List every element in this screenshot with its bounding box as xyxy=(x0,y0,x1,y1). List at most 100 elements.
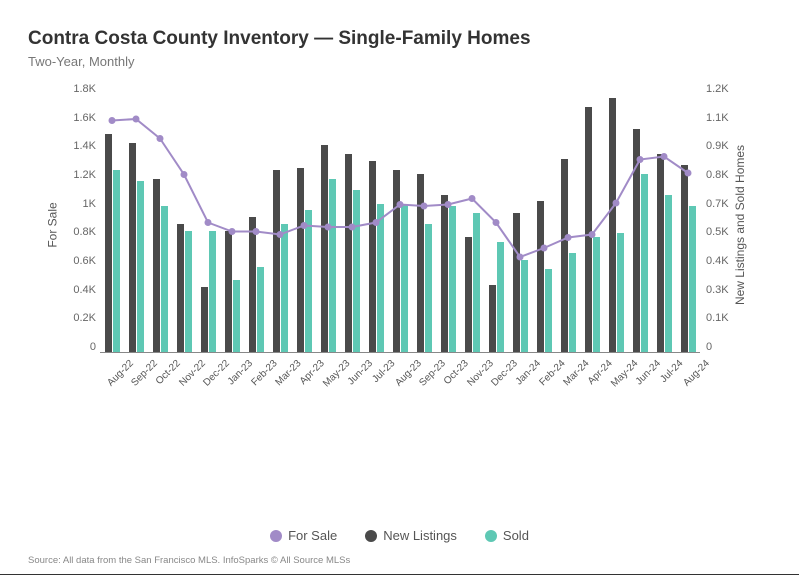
bar-group: Aug-22 xyxy=(100,134,124,352)
bar-group: Sep-23 xyxy=(412,174,436,352)
bar-group: Sep-22 xyxy=(124,143,148,352)
bar-new-listings xyxy=(585,107,592,352)
x-axis-label: Mar-24 xyxy=(561,358,591,388)
plot-area: Aug-22Sep-22Oct-22Nov-22Dec-22Jan-23Feb-… xyxy=(100,83,700,353)
bar-sold xyxy=(689,206,696,352)
bar-sold xyxy=(569,253,576,352)
bar-new-listings xyxy=(177,224,184,352)
bar-new-listings xyxy=(633,129,640,352)
bar-group: Aug-24 xyxy=(676,165,700,352)
bar-sold xyxy=(185,231,192,353)
bar-group: Apr-24 xyxy=(580,107,604,352)
bar-new-listings xyxy=(273,170,280,352)
bar-new-listings xyxy=(537,201,544,352)
new-listings-swatch xyxy=(365,530,377,542)
bar-group: Jun-24 xyxy=(628,129,652,352)
x-axis-label: Jan-24 xyxy=(514,358,543,387)
bar-group: Dec-22 xyxy=(196,231,220,353)
bar-sold xyxy=(353,190,360,352)
bar-group: Jan-23 xyxy=(220,231,244,353)
chart-card: Contra Costa County Inventory — Single-F… xyxy=(0,0,799,575)
x-axis-label: Sep-23 xyxy=(417,358,448,389)
bar-sold xyxy=(425,224,432,352)
bar-sold xyxy=(545,269,552,352)
x-axis-label: Mar-23 xyxy=(273,358,303,388)
bar-group: Jul-24 xyxy=(652,154,676,352)
bar-group: May-24 xyxy=(604,98,628,352)
y-axis-left-label: For Sale xyxy=(46,202,60,247)
bar-new-listings xyxy=(369,161,376,352)
x-axis-label: Sep-22 xyxy=(129,358,160,389)
bar-sold xyxy=(377,204,384,353)
x-axis-label: Feb-24 xyxy=(537,358,567,388)
legend: For Sale New Listings Sold xyxy=(28,528,771,553)
legend-for-sale: For Sale xyxy=(270,528,337,543)
bar-sold xyxy=(137,181,144,352)
x-axis-label: Aug-23 xyxy=(393,358,424,389)
bar-new-listings xyxy=(201,287,208,352)
bar-sold xyxy=(521,260,528,352)
x-axis-label: Dec-22 xyxy=(201,358,232,389)
bar-sold xyxy=(641,174,648,352)
bar-sold xyxy=(593,237,600,352)
y-axis-right-label: New Listings and Sold Homes xyxy=(733,145,747,305)
bar-sold xyxy=(281,224,288,352)
bar-new-listings xyxy=(225,231,232,353)
legend-sold: Sold xyxy=(485,528,529,543)
bar-group: Oct-23 xyxy=(436,195,460,353)
bar-new-listings xyxy=(465,237,472,352)
bar-new-listings xyxy=(489,285,496,353)
chart-subtitle: Two-Year, Monthly xyxy=(28,54,771,69)
chart-title: Contra Costa County Inventory — Single-F… xyxy=(28,28,771,50)
bar-sold xyxy=(617,233,624,352)
legend-sold-label: Sold xyxy=(503,528,529,543)
bar-sold xyxy=(449,206,456,352)
bar-new-listings xyxy=(297,168,304,353)
bar-sold xyxy=(305,210,312,352)
x-axis-label: Nov-23 xyxy=(465,358,496,389)
source-text: Source: All data from the San Francisco … xyxy=(28,555,771,566)
bar-new-listings xyxy=(657,154,664,352)
bar-group: Nov-23 xyxy=(460,213,484,353)
bar-sold xyxy=(665,195,672,353)
bar-group: Aug-23 xyxy=(388,170,412,352)
x-axis-label: Dec-23 xyxy=(489,358,520,389)
x-axis-label: Aug-22 xyxy=(105,358,136,389)
bar-new-listings xyxy=(681,165,688,352)
legend-new-listings: New Listings xyxy=(365,528,457,543)
bar-new-listings xyxy=(513,213,520,353)
bar-group: May-23 xyxy=(316,145,340,352)
bar-new-listings xyxy=(105,134,112,352)
bar-new-listings xyxy=(393,170,400,352)
bar-group: Jan-24 xyxy=(508,213,532,353)
y-axis-left: 1.8K1.6K1.4K1.2K1K0.8K0.6K0.4K0.2K0 xyxy=(62,83,96,353)
x-axis-label: Jan-23 xyxy=(226,358,255,387)
x-axis-label: Aug-24 xyxy=(681,358,712,389)
bar-group: Feb-23 xyxy=(244,217,268,352)
bar-group: Mar-24 xyxy=(556,159,580,353)
bar-sold xyxy=(233,280,240,352)
bar-sold xyxy=(257,267,264,353)
bar-group: Apr-23 xyxy=(292,168,316,353)
bar-new-listings xyxy=(129,143,136,352)
bar-group: Nov-22 xyxy=(172,224,196,352)
bar-group: Oct-22 xyxy=(148,179,172,352)
bar-group: Jul-23 xyxy=(364,161,388,352)
bar-sold xyxy=(161,206,168,352)
bar-new-listings xyxy=(609,98,616,352)
legend-for-sale-label: For Sale xyxy=(288,528,337,543)
bar-sold xyxy=(401,204,408,353)
bar-group: Dec-23 xyxy=(484,242,508,352)
bar-new-listings xyxy=(345,154,352,352)
bar-group: Feb-24 xyxy=(532,201,556,352)
bar-new-listings xyxy=(441,195,448,353)
bar-sold xyxy=(113,170,120,352)
bar-group: Mar-23 xyxy=(268,170,292,352)
bar-group: Jun-23 xyxy=(340,154,364,352)
chart-area: 1.8K1.6K1.4K1.2K1K0.8K0.6K0.4K0.2K0 1.2K… xyxy=(28,83,771,476)
for-sale-swatch xyxy=(270,530,282,542)
bar-sold xyxy=(497,242,504,352)
bar-new-listings xyxy=(561,159,568,353)
x-axis-label: Feb-23 xyxy=(249,358,279,388)
bar-new-listings xyxy=(249,217,256,352)
